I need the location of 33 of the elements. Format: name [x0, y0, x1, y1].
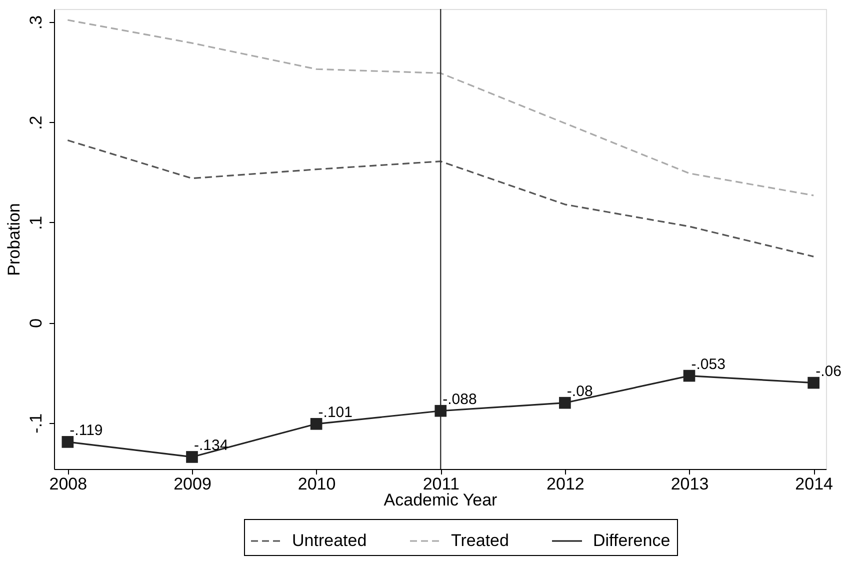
point: [559, 396, 571, 409]
x-tick-label: 2009: [174, 474, 212, 494]
x-axis-title: Academic Year: [384, 490, 498, 510]
data-label: -.06: [816, 362, 842, 380]
x-tick-label: 2010: [298, 474, 336, 494]
y-axis-title: Probation: [4, 203, 24, 276]
x-tick-label: 2014: [795, 474, 833, 494]
data-label: -.119: [70, 422, 103, 439]
x-tick-label: 2008: [49, 474, 88, 494]
x-tick-label: 2011: [422, 474, 460, 494]
x-tick-label: 2012: [546, 474, 584, 494]
data-label: -.08: [566, 382, 593, 400]
point: [808, 376, 820, 389]
legend-label: Untreated: [292, 531, 367, 550]
data-label: -.088: [442, 390, 477, 408]
y-tick-label: 0: [26, 318, 46, 328]
line-series: [66, 139, 814, 258]
data-label: -.134: [194, 436, 228, 454]
y-tick-label: -.1: [26, 413, 46, 434]
point: [683, 370, 696, 382]
legend-label: Difference: [593, 531, 670, 550]
legend-label: Treated: [451, 531, 509, 550]
point: [186, 451, 198, 463]
data-label: -.053: [691, 356, 726, 373]
point: [310, 418, 322, 430]
y-tick-label: .1: [26, 216, 46, 230]
y-tick-label: .3: [26, 15, 46, 30]
point: [434, 404, 447, 417]
y-tick-label: .2: [26, 116, 46, 130]
point: [62, 436, 74, 448]
line-series: [66, 19, 814, 196]
data-label: -.101: [318, 404, 353, 421]
x-tick-label: 2013: [670, 474, 709, 494]
